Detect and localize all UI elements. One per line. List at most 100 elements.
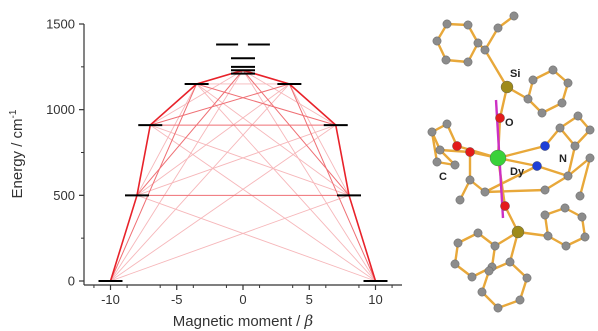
weak-transition	[136, 194, 376, 282]
bond	[566, 156, 592, 178]
molecule-labels: Si O N C Dy	[439, 68, 567, 183]
y-tick-label: 500	[53, 188, 75, 203]
carbon-atom	[493, 303, 503, 313]
carbon-atom	[473, 228, 483, 238]
carbon-atom	[441, 55, 451, 65]
strong-transition	[110, 83, 198, 282]
carbon-atom	[450, 160, 460, 170]
x-tick-label: 5	[306, 292, 313, 307]
carbon-atom	[563, 171, 573, 181]
molecule-structure: Si O N C Dy	[427, 11, 595, 313]
bond	[578, 156, 592, 198]
weak-transition	[288, 83, 350, 196]
weak-transition	[136, 83, 198, 196]
weak-transition	[136, 83, 290, 196]
bond	[535, 164, 570, 178]
carbon-atom	[450, 259, 460, 269]
carbon-atom	[455, 195, 465, 205]
carbon-atom	[432, 157, 442, 167]
weak-transition	[136, 124, 336, 196]
weak-transition	[196, 83, 350, 196]
carbon-atom	[435, 145, 445, 155]
weak-transition	[150, 69, 244, 126]
carbon-atom	[560, 203, 570, 213]
strong-transition	[150, 83, 290, 126]
dy-label: Dy	[510, 166, 525, 178]
y-ticks: 0 500 1000 1500	[46, 17, 84, 289]
weak-transition	[110, 124, 337, 282]
bond	[438, 148, 472, 154]
strong-transitions-group	[110, 69, 376, 282]
carbon-atom	[473, 38, 483, 48]
dysprosium-atom	[489, 149, 507, 167]
o-label: O	[505, 117, 514, 129]
x-tick-label: -10	[101, 292, 120, 307]
carbon-atom	[442, 19, 452, 29]
carbon-atom	[453, 238, 463, 248]
relaxation-path	[109, 69, 377, 282]
carbon-atom	[557, 98, 567, 108]
carbon-atom	[528, 75, 538, 85]
x-ticks: -10 -5 0 5 10	[93, 285, 393, 307]
silicon-atom	[500, 80, 514, 94]
strong-transition	[196, 83, 336, 126]
carbon-atom	[575, 191, 585, 201]
strong-transition	[242, 69, 350, 196]
carbon-atom	[463, 20, 473, 30]
carbon-atom	[467, 272, 477, 282]
energy-diagram-chart: -10 -5 0 5 10 0 500 1000 1500 Magnetic moment /…	[8, 17, 402, 330]
si-label: Si	[510, 68, 520, 80]
carbon-atom	[515, 295, 525, 305]
carbon-atom	[561, 241, 571, 251]
x-tick-label: -5	[171, 292, 183, 307]
relaxation-path-group	[109, 69, 377, 282]
carbon-atom	[570, 141, 580, 151]
carbon-atom	[580, 232, 590, 242]
carbon-atom	[465, 175, 475, 185]
carbon-atom	[505, 257, 515, 267]
weak-transitions-group	[110, 69, 376, 282]
y-tick-label: 1500	[46, 17, 75, 32]
carbon-atom	[480, 45, 490, 55]
x-tick-label: 0	[239, 292, 246, 307]
carbon-atom	[577, 212, 587, 222]
oxygen-atom	[465, 147, 475, 157]
carbon-atom	[585, 153, 595, 163]
carbon-atom	[432, 36, 442, 46]
bond	[483, 48, 509, 89]
carbon-atom	[480, 187, 490, 197]
nitrogen-atom	[540, 141, 550, 151]
x-tick-label: 10	[368, 292, 382, 307]
c-label: C	[439, 171, 447, 183]
carbon-atom	[563, 78, 573, 88]
carbon-atom	[484, 266, 494, 276]
weak-transition	[242, 70, 376, 282]
carbon-atom	[585, 125, 595, 135]
carbon-atom	[548, 65, 558, 75]
bond	[430, 130, 439, 164]
weak-transition	[242, 69, 336, 126]
bond	[543, 174, 570, 192]
bond	[483, 164, 539, 194]
carbon-atom	[463, 57, 473, 67]
carbon-atom	[543, 231, 553, 241]
y-tick-label: 0	[68, 274, 75, 289]
carbon-atom	[522, 273, 532, 283]
weak-transition	[150, 124, 350, 196]
oxygen-atom	[452, 141, 462, 151]
carbon-atom	[537, 108, 547, 118]
silicon-atom	[511, 225, 525, 239]
energy-levels-group	[98, 43, 388, 282]
carbon-atom	[540, 210, 550, 220]
y-axis-label: Energy / cm-1	[8, 109, 26, 198]
weak-transition	[196, 83, 376, 282]
carbon-atom	[555, 123, 565, 133]
x-axis-label: Magnetic moment / β	[173, 312, 314, 330]
strong-transition	[288, 83, 376, 282]
chart-axes: -10 -5 0 5 10 0 500 1000 1500	[46, 17, 402, 307]
weak-transition	[149, 124, 376, 282]
n-label: N	[559, 153, 567, 165]
carbon-atom	[493, 23, 503, 33]
oxygen-atom	[500, 201, 510, 211]
